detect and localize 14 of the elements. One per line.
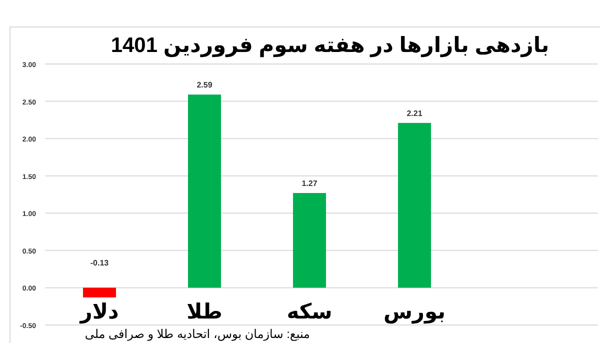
x-tick-label: بورس: [383, 300, 446, 325]
data-label: -0.13: [90, 258, 110, 268]
x-tick-label: دلار: [79, 300, 119, 325]
data-label: 2.59: [196, 80, 213, 90]
bar: [398, 122, 431, 288]
chart-title: بازدهی بازارها در هفته سوم فروردین 1401: [110, 34, 550, 58]
x-tick-label: طلا: [186, 300, 222, 324]
text: منبع: سازمان بوس، اتحادیه طلا و صرافی ملی: [84, 327, 310, 341]
bar: [83, 288, 116, 298]
data-label: 2.21: [406, 108, 423, 118]
bar: [188, 94, 221, 288]
data-label: 1.27: [302, 179, 318, 188]
x-tick-label: سکه: [286, 300, 332, 324]
bar: [293, 193, 326, 288]
